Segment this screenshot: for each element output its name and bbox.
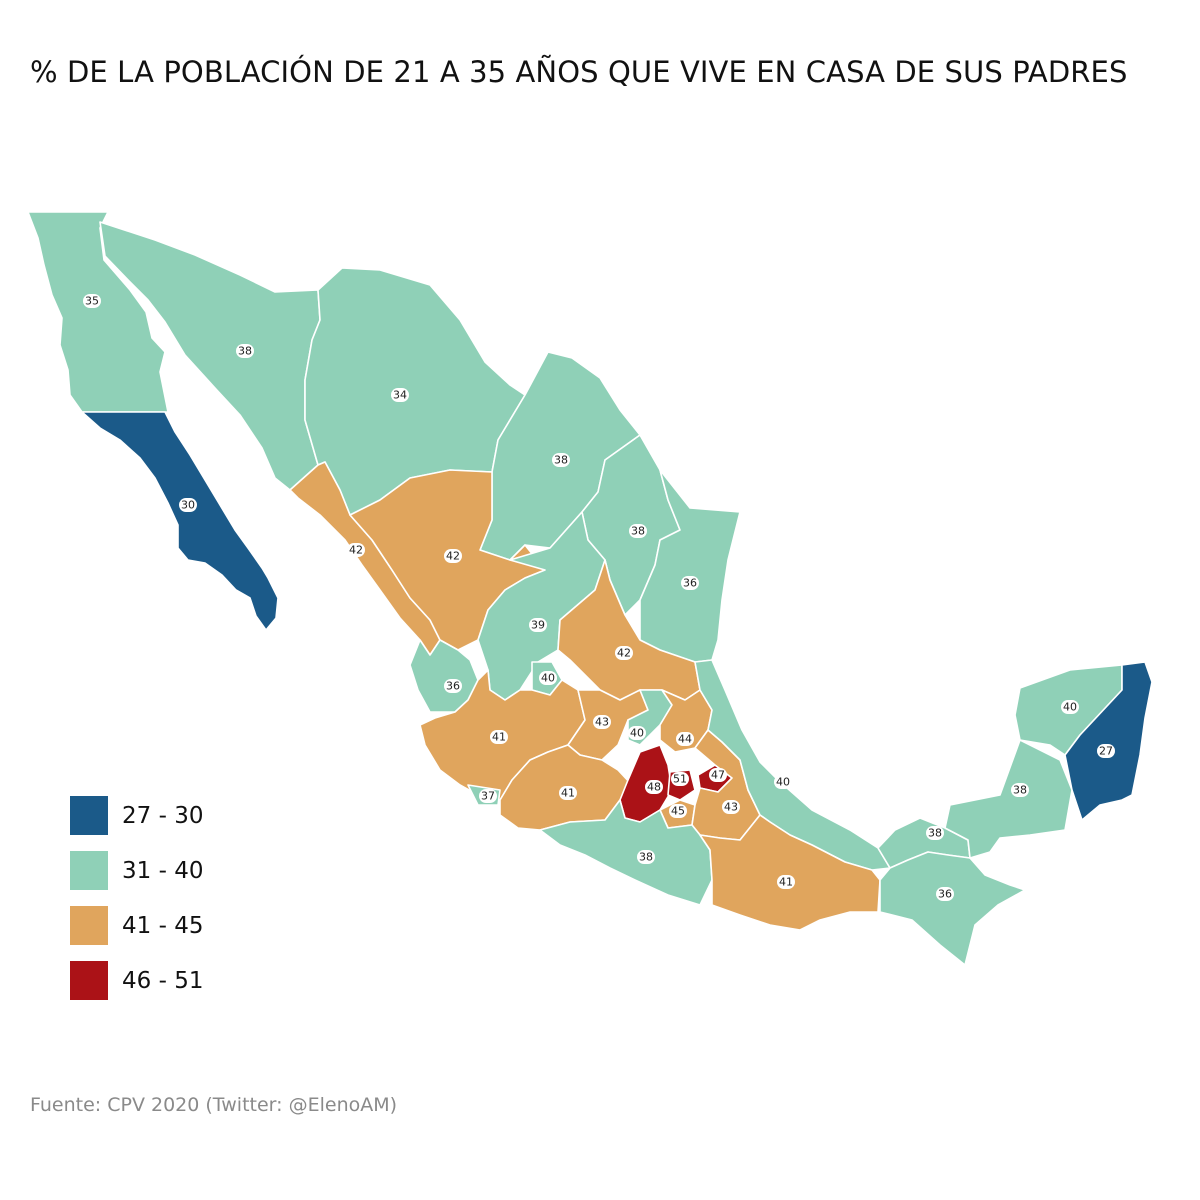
legend-swatch [70, 961, 108, 1000]
label-text: 40 [541, 672, 555, 685]
label-text: 36 [683, 577, 697, 590]
label-text: 43 [724, 801, 738, 814]
legend-label: 27 - 30 [122, 802, 204, 829]
label-sonora: 38 [236, 344, 254, 358]
label-oaxaca: 41 [777, 875, 795, 889]
state-oaxaca[interactable] [699, 814, 881, 931]
label-campeche: 38 [1011, 783, 1029, 797]
label-san-luis-potosi: 42 [615, 646, 633, 660]
label-chihuahua: 34 [391, 388, 409, 402]
label-text: 38 [1013, 784, 1027, 797]
state-baja-california-sur[interactable] [81, 411, 279, 631]
label-michoacan: 41 [559, 786, 577, 800]
state-chiapas[interactable] [879, 851, 1026, 966]
state-quintana-roo[interactable] [1064, 661, 1153, 821]
label-yucatan: 40 [1061, 700, 1079, 714]
label-text: 41 [779, 876, 793, 889]
label-estado-de-mexico: 48 [645, 780, 663, 794]
legend-swatch [70, 851, 108, 890]
state-campeche[interactable] [944, 739, 1073, 859]
label-baja-california-sur: 30 [179, 498, 197, 512]
label-text: 30 [181, 499, 195, 512]
label-jalisco: 41 [490, 730, 508, 744]
label-text: 38 [554, 454, 568, 467]
label-text: 47 [711, 769, 725, 782]
label-baja-california: 35 [83, 294, 101, 308]
label-aguascalientes: 40 [539, 671, 557, 685]
label-text: 38 [928, 827, 942, 840]
label-text: 27 [1099, 745, 1113, 758]
legend-item-31-40: 31 - 40 [70, 851, 203, 890]
legend-item-27-30: 27 - 30 [70, 796, 203, 835]
label-text: 44 [678, 733, 692, 746]
label-hidalgo: 44 [676, 732, 694, 746]
legend-label: 41 - 45 [122, 912, 204, 939]
label-quintana-roo: 27 [1097, 744, 1115, 758]
label-puebla: 43 [722, 800, 740, 814]
label-text: 35 [85, 295, 99, 308]
label-colima: 37 [479, 789, 497, 803]
label-text: 39 [531, 619, 545, 632]
legend-label: 31 - 40 [122, 857, 204, 884]
legend-label: 46 - 51 [122, 967, 204, 994]
label-text: 42 [349, 544, 363, 557]
legend-item-46-51: 46 - 51 [70, 961, 203, 1000]
legend-swatch [70, 796, 108, 835]
label-text: 38 [639, 851, 653, 864]
label-coahuila: 38 [552, 453, 570, 467]
legend-swatch [70, 906, 108, 945]
label-nuevo-leon: 38 [629, 524, 647, 538]
label-text: 42 [617, 647, 631, 660]
label-text: 40 [776, 776, 790, 789]
label-nayarit: 36 [444, 679, 462, 693]
label-text: 45 [671, 805, 685, 818]
label-tlaxcala: 47 [709, 768, 727, 782]
label-text: 36 [446, 680, 460, 693]
label-text: 38 [631, 525, 645, 538]
map-legend: 27 - 30 31 - 40 41 - 45 46 - 51 [70, 796, 203, 1016]
legend-item-41-45: 41 - 45 [70, 906, 203, 945]
label-durango: 42 [444, 549, 462, 563]
label-text: 40 [630, 727, 644, 740]
label-tabasco: 38 [926, 826, 944, 840]
label-text: 40 [1063, 701, 1077, 714]
source-note: Fuente: CPV 2020 (Twitter: @ElenoAM) [30, 1094, 398, 1116]
state-baja-california[interactable] [27, 211, 169, 413]
label-text: 48 [647, 781, 661, 794]
label-morelos: 45 [669, 804, 687, 818]
page-title: % DE LA POBLACIÓN DE 21 A 35 AÑOS QUE VI… [30, 55, 1128, 89]
label-text: 41 [492, 731, 506, 744]
label-text: 51 [673, 773, 687, 786]
label-sinaloa: 42 [347, 543, 365, 557]
label-text: 36 [938, 888, 952, 901]
label-text: 41 [561, 787, 575, 800]
label-text: 43 [595, 716, 609, 729]
label-tamaulipas: 36 [681, 576, 699, 590]
label-text: 37 [481, 790, 495, 803]
label-guerrero: 38 [637, 850, 655, 864]
label-text: 42 [446, 550, 460, 563]
label-guanajuato: 43 [593, 715, 611, 729]
label-text: 38 [238, 345, 252, 358]
label-queretaro: 40 [628, 726, 646, 740]
label-zacatecas: 39 [529, 618, 547, 632]
label-chiapas: 36 [936, 887, 954, 901]
label-cdmx: 51 [671, 772, 689, 786]
state-labels: 35 30 38 34 38 38 36 42 [83, 294, 1115, 901]
label-veracruz: 40 [774, 775, 792, 789]
label-text: 34 [393, 389, 407, 402]
